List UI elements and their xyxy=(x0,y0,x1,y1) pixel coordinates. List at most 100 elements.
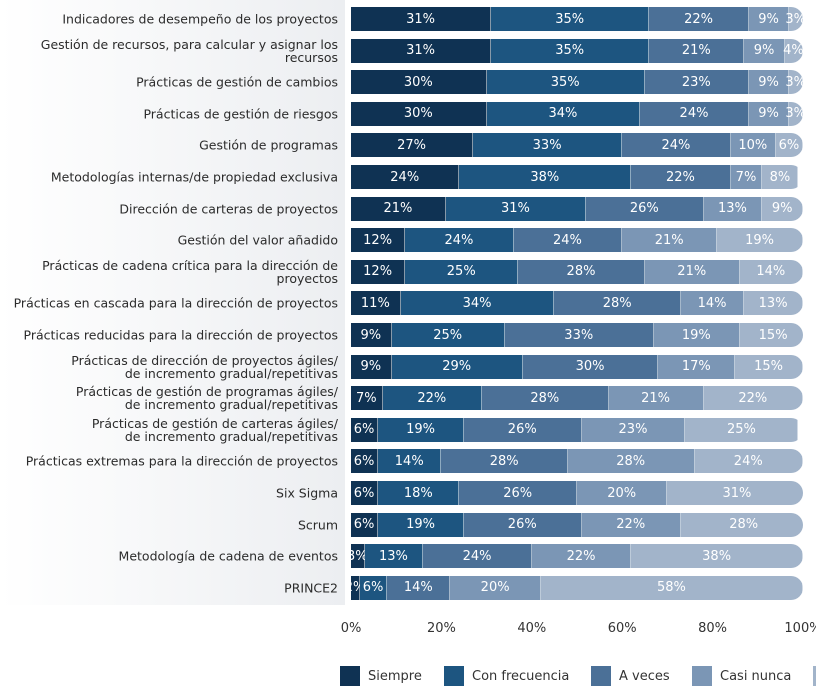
bar-segment: 10% xyxy=(730,133,776,158)
bar-segment: 25% xyxy=(405,259,519,284)
bar-segment: 14% xyxy=(387,575,451,600)
bar-segment: 21% xyxy=(644,259,740,284)
bar-segment: 27% xyxy=(351,133,474,158)
bar-segment: 19% xyxy=(378,417,464,442)
legend-swatch xyxy=(444,666,464,686)
category-label: Prácticas de cadena crítica para la dire… xyxy=(42,257,338,286)
bar-segment: 31% xyxy=(445,196,587,221)
bar-segment: 30% xyxy=(351,70,487,95)
bar-row: 30%34%24%9%3% xyxy=(351,101,803,126)
bar-segment: 34% xyxy=(400,291,555,316)
legend-label: Siempre xyxy=(368,668,422,684)
bar-segment: 9% xyxy=(744,38,785,63)
bar-segment: 2% xyxy=(351,575,365,600)
category-label: Metodologías internas/de propiedad exclu… xyxy=(50,169,338,185)
bar-segment: 9% xyxy=(351,354,392,379)
bar-row: 7% 22% 28% 21% 22% xyxy=(351,386,803,411)
category-label: Gestión del valor añadido xyxy=(177,232,338,248)
bar-segment: 6% xyxy=(351,481,379,505)
bar-row: 3% 13% 24% 22% 38% xyxy=(351,544,803,569)
bar-segment: 12% xyxy=(351,259,406,284)
bar-segment: 22% xyxy=(382,386,483,411)
bar-row: 6% 18% 26% 20% 31% xyxy=(351,481,803,505)
legend-label: Casi nunca xyxy=(720,668,792,684)
bar-segment: 9% xyxy=(351,323,392,347)
bar-segment: 15% xyxy=(735,354,803,379)
bar-segment: 22% xyxy=(649,7,749,31)
bar-segment: 22% xyxy=(531,544,632,569)
bar-row: 12% 25% 28% 21% 14% xyxy=(351,259,803,284)
legend-swatch xyxy=(591,666,611,686)
category-label: Gestión de recursos, para calcular y asi… xyxy=(40,36,338,65)
legend-item: Nunca xyxy=(813,666,816,686)
bar-segment: 28% xyxy=(482,386,609,411)
bar-segment: 6% xyxy=(775,133,803,158)
bar-segment: 6% xyxy=(351,512,379,537)
bar-segment: 38% xyxy=(631,544,803,569)
category-label: Scrum xyxy=(297,517,338,533)
bar-row: 12% 24% 24% 21% 19% xyxy=(351,228,803,253)
bar-row: 9% 25% 33% 19% 15% xyxy=(351,323,803,347)
category-label: Dirección de carteras de proyectos xyxy=(119,201,338,217)
category-label: Prácticas de gestión de cambios xyxy=(136,74,338,90)
bar-segment: 28% xyxy=(518,259,645,284)
bar-segment: 33% xyxy=(504,323,654,347)
bar-segment: 22% xyxy=(631,165,731,189)
bar-segment: 33% xyxy=(473,133,623,158)
legend-label: Con frecuencia xyxy=(472,668,570,684)
bar-segment: 20% xyxy=(450,575,541,600)
bar-row: 6% 14% 28% 28% 24% xyxy=(351,449,803,474)
bar-segment: 23% xyxy=(581,417,686,442)
bar-segment: 3% xyxy=(351,544,368,569)
bar-segment: 6% xyxy=(351,449,379,474)
bar-segment: 24% xyxy=(423,544,532,569)
bar-segment: 9% xyxy=(748,7,790,31)
bar-segment: 7% xyxy=(351,386,383,411)
bar-segment: 24% xyxy=(622,133,731,158)
bar-segment: 35% xyxy=(486,70,645,95)
bar-segment: 28% xyxy=(554,291,681,316)
bar-segment: 7% xyxy=(730,165,763,189)
bar-segment: 34% xyxy=(486,101,641,126)
bar-row: 11% 34% 28% 14% 13% xyxy=(351,291,803,316)
bar-segment: 17% xyxy=(658,354,736,379)
category-label: Prácticas en cascada para la dirección d… xyxy=(13,295,338,311)
category-label: PRINCE2 xyxy=(284,580,338,596)
category-label: Prácticas de dirección de proyectos ágil… xyxy=(71,352,338,381)
bar-segment: 22% xyxy=(581,512,681,537)
legend-item: A veces xyxy=(591,666,670,686)
bar-row: 30%35%23%9%3% xyxy=(351,70,803,95)
bar-segment: 14% xyxy=(378,449,442,474)
bar-segment: 25% xyxy=(685,417,799,442)
bar-segment: 13% xyxy=(364,544,424,569)
bar-row: 21% 31% 26% 13% 9% xyxy=(351,196,803,221)
bar-segment: 9% xyxy=(748,70,790,95)
category-label: Metodología de cadena de eventos xyxy=(118,548,338,564)
bar-segment: 21% xyxy=(622,228,718,253)
bar-segment: 4% xyxy=(783,38,803,63)
bar-row: 2%6%14%20%58% xyxy=(351,575,803,600)
bar-segment: 9% xyxy=(762,196,803,221)
category-label: Prácticas de gestión de riesgos xyxy=(143,106,338,122)
bar-row: 27% 33% 24% 10% 6% xyxy=(351,133,803,158)
category-label: Prácticas de gestión de carteras ágiles/… xyxy=(91,415,338,444)
label-panel xyxy=(0,0,345,605)
x-tick-label: 60% xyxy=(607,621,637,636)
bar-segment: 30% xyxy=(522,354,659,379)
category-label: Gestión de programas xyxy=(199,137,338,153)
bar-segment: 31% xyxy=(351,38,492,63)
bar-segment: 24% xyxy=(513,228,623,253)
bar-segment: 8% xyxy=(762,165,799,189)
bar-segment: 24% xyxy=(640,101,749,126)
bar-segment: 19% xyxy=(717,228,803,253)
bar-row: 9% 29% 30% 17% 15% xyxy=(351,354,803,379)
bar-row: 6% 19% 26% 22% 28% xyxy=(351,512,803,537)
bar-segment: 12% xyxy=(351,228,406,253)
legend-label: A veces xyxy=(619,668,670,684)
x-tick-label: 80% xyxy=(698,621,728,636)
bar-segment: 21% xyxy=(351,196,446,221)
category-label: Prácticas de gestión de programas ágiles… xyxy=(75,384,338,413)
bar-segment: 30% xyxy=(351,101,487,126)
bar-row: 31% 35% 21% 9% 4% xyxy=(351,38,803,63)
